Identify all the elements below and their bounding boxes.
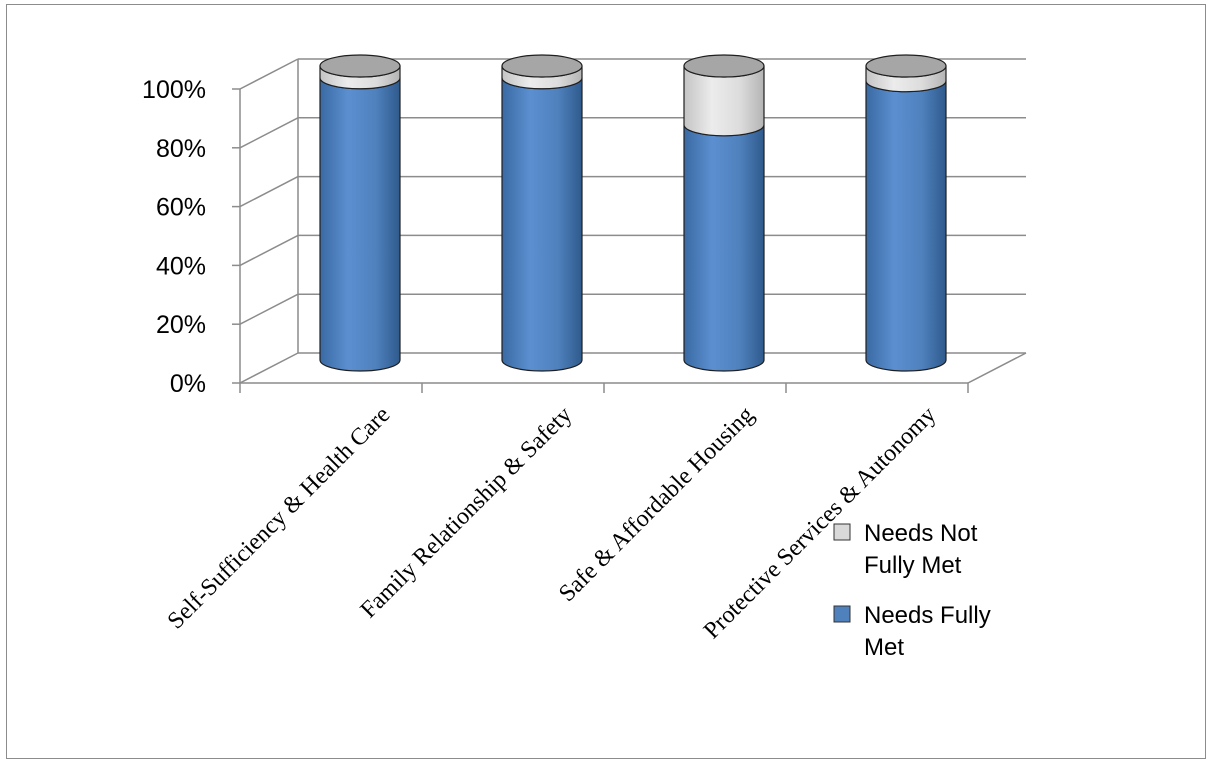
side-wall-gridline	[239, 58, 299, 90]
y-tick-label: 0%	[170, 370, 206, 398]
y-tick-label: 100%	[142, 76, 206, 104]
bar-needs-fully-met	[501, 77, 583, 372]
bar-top-cap	[319, 54, 401, 78]
legend-label: Needs Fully	[864, 602, 991, 629]
y-tick-labels: 0% 20% 40% 60% 80% 100%	[142, 76, 206, 398]
legend: Needs Not Fully Met Needs Fully Met	[833, 520, 991, 661]
y-tick-label: 60%	[156, 194, 206, 222]
side-wall-gridline	[239, 352, 299, 384]
bar-top-cap	[501, 54, 583, 78]
chart-frame	[6, 4, 1206, 759]
bars-layer	[319, 54, 947, 372]
side-wall-gridline	[239, 117, 299, 149]
bar-needs-fully-met	[319, 77, 401, 372]
bar-needs-fully-met	[865, 80, 947, 372]
legend-swatch	[833, 523, 851, 541]
x-tick-label: Family Relationship & Safety	[356, 402, 578, 624]
bar-top-cap	[865, 54, 947, 78]
x-tick-label: Safe & Affordable Housing	[554, 402, 759, 607]
bar-top-cap	[683, 54, 765, 78]
floor-right-edge	[967, 352, 1027, 384]
legend-label: Needs Not	[864, 520, 978, 547]
side-wall-gridline	[239, 234, 299, 267]
y-tick-label: 40%	[156, 252, 206, 280]
legend-swatch	[833, 605, 851, 623]
legend-label: Met	[864, 634, 904, 661]
legend-label: Fully Met	[864, 552, 962, 579]
bar-needs-fully-met	[683, 124, 765, 372]
y-tick-label: 20%	[156, 311, 206, 339]
y-tick-label: 80%	[156, 135, 206, 163]
side-wall-gridline	[239, 293, 299, 325]
side-wall-gridline	[239, 175, 299, 208]
